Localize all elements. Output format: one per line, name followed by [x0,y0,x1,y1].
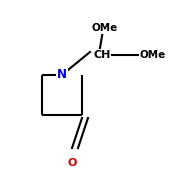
Text: OMe: OMe [92,23,118,33]
Text: CH: CH [93,50,110,60]
Text: N: N [57,68,67,82]
Text: O: O [67,158,77,168]
Text: OMe: OMe [140,50,166,60]
